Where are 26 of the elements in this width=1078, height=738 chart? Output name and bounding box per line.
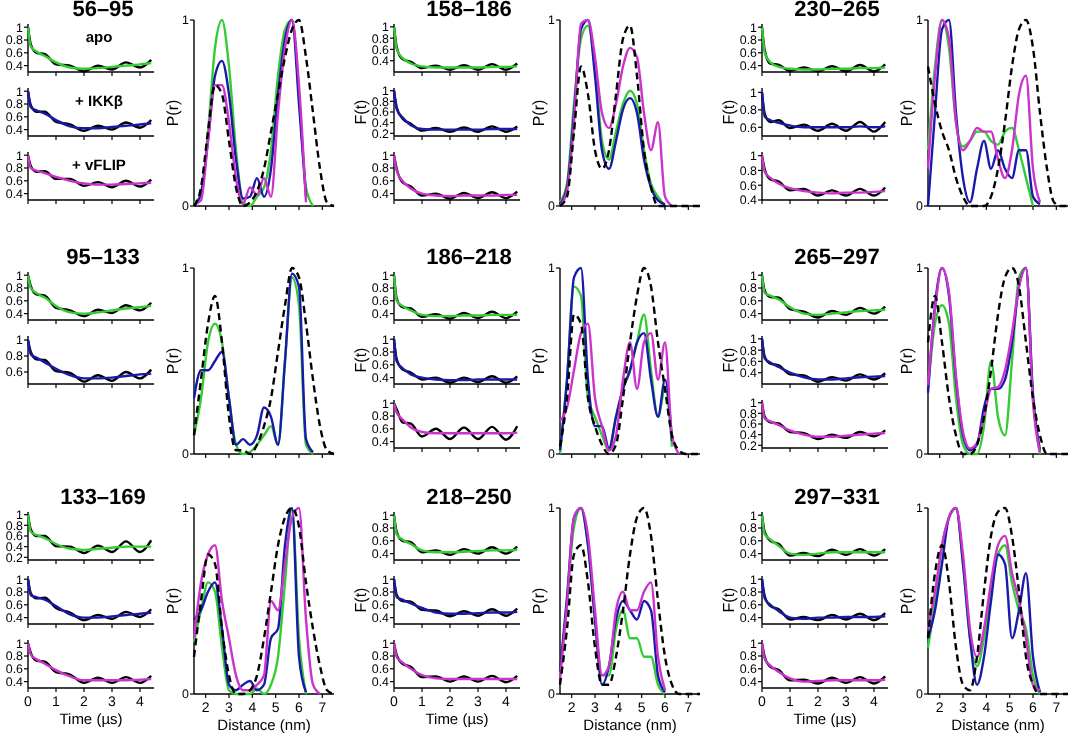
y-axis-title: F(t) (720, 346, 738, 373)
chart-title: 158–186 (426, 0, 512, 22)
line-series (558, 322, 681, 456)
line-series (392, 402, 519, 435)
y-axis-title: P(r) (164, 347, 182, 375)
chart-title: 133–169 (60, 486, 146, 510)
chart-title: 56–95 (72, 0, 134, 22)
chart-title: 265–297 (794, 246, 880, 270)
y-axis-title: P(r) (530, 587, 548, 615)
chart-title: 230–265 (794, 0, 880, 22)
y-axis-title: F(t) (352, 98, 370, 125)
y-axis-title: P(r) (898, 587, 916, 615)
y-axis-title: P(r) (898, 347, 916, 375)
chart-title: 297–331 (794, 486, 880, 510)
chart-title: 95–133 (66, 246, 140, 270)
y-axis-title: P(r) (164, 587, 182, 615)
y-axis-title: F(t) (720, 586, 738, 613)
y-axis-title: F(t) (720, 98, 738, 125)
y-axis-title: F(t) (352, 586, 370, 613)
chart-title: 218–250 (426, 486, 512, 510)
y-axis-title: P(r) (164, 99, 182, 127)
y-axis-title: P(r) (530, 347, 548, 375)
y-axis-title: P(r) (530, 99, 548, 127)
y-axis-title: F(t) (352, 346, 370, 373)
chart-title: 186–218 (426, 246, 512, 270)
y-axis-title: P(r) (898, 99, 916, 127)
